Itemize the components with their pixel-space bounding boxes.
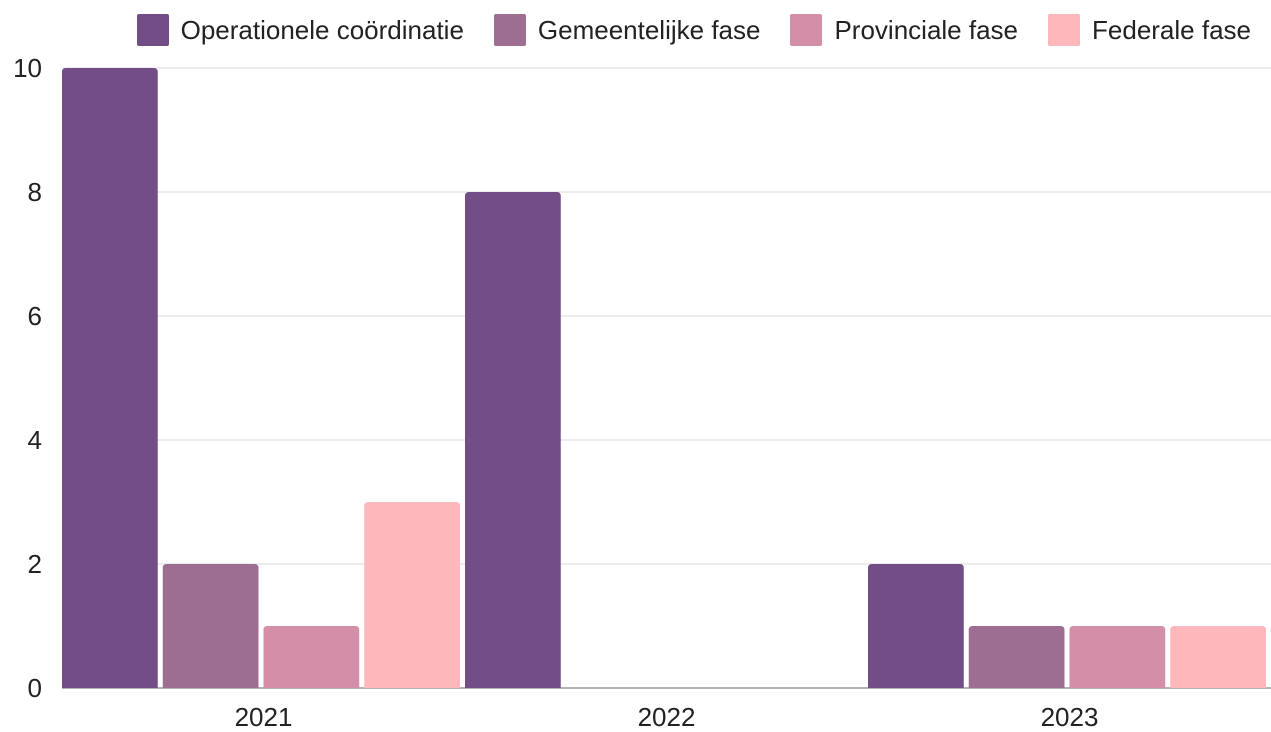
bar-2021-series-2: [263, 626, 360, 688]
legend-item-federale-fase: Federale fase: [1048, 14, 1251, 46]
bar-2021-series-1: [162, 564, 259, 688]
bar-2021-series-3: [364, 502, 460, 688]
legend-label: Provinciale fase: [834, 14, 1019, 45]
bar-2023-series-3: [1170, 626, 1266, 688]
legend-swatch: [1048, 14, 1081, 46]
bar-2023-series-0: [868, 564, 964, 688]
legend-swatch: [493, 14, 526, 46]
bar-2023-series-2: [1069, 626, 1166, 688]
y-axis-ticks: 0 2 4 6 8 10: [13, 53, 42, 703]
legend-item-operationele-coordinatie: Operationele coördinatie: [136, 14, 464, 46]
legend-label: Operationele coördinatie: [180, 14, 464, 45]
y-tick-label: 2: [28, 549, 42, 579]
y-tick-label: 8: [28, 177, 42, 207]
y-tick-label: 4: [28, 425, 42, 455]
bars: [62, 68, 1266, 688]
legend-item-gemeentelijke-fase: Gemeentelijke fase: [493, 14, 761, 46]
y-tick-label: 6: [28, 301, 42, 331]
legend-swatch: [136, 14, 169, 46]
x-tick-label: 2021: [235, 702, 293, 727]
legend-item-provinciale-fase: Provinciale fase: [790, 14, 1018, 46]
legend-label: Federale fase: [1092, 14, 1251, 45]
legend-label: Gemeentelijke fase: [537, 14, 761, 45]
x-tick-label: 2022: [638, 702, 696, 727]
x-axis-ticks: 2021 2022 2023: [235, 702, 1099, 732]
y-tick-label: 0: [28, 673, 42, 703]
y-tick-label: 10: [13, 53, 42, 83]
bar-2021-series-0: [62, 68, 158, 688]
bar-2023-series-1: [968, 626, 1065, 688]
bar-2022-series-0: [465, 192, 561, 688]
legend-swatch: [790, 14, 823, 46]
x-tick-label: 2023: [1041, 702, 1099, 727]
chart-legend: Operationele coördinatie Gemeentelijke f…: [107, 14, 1251, 46]
